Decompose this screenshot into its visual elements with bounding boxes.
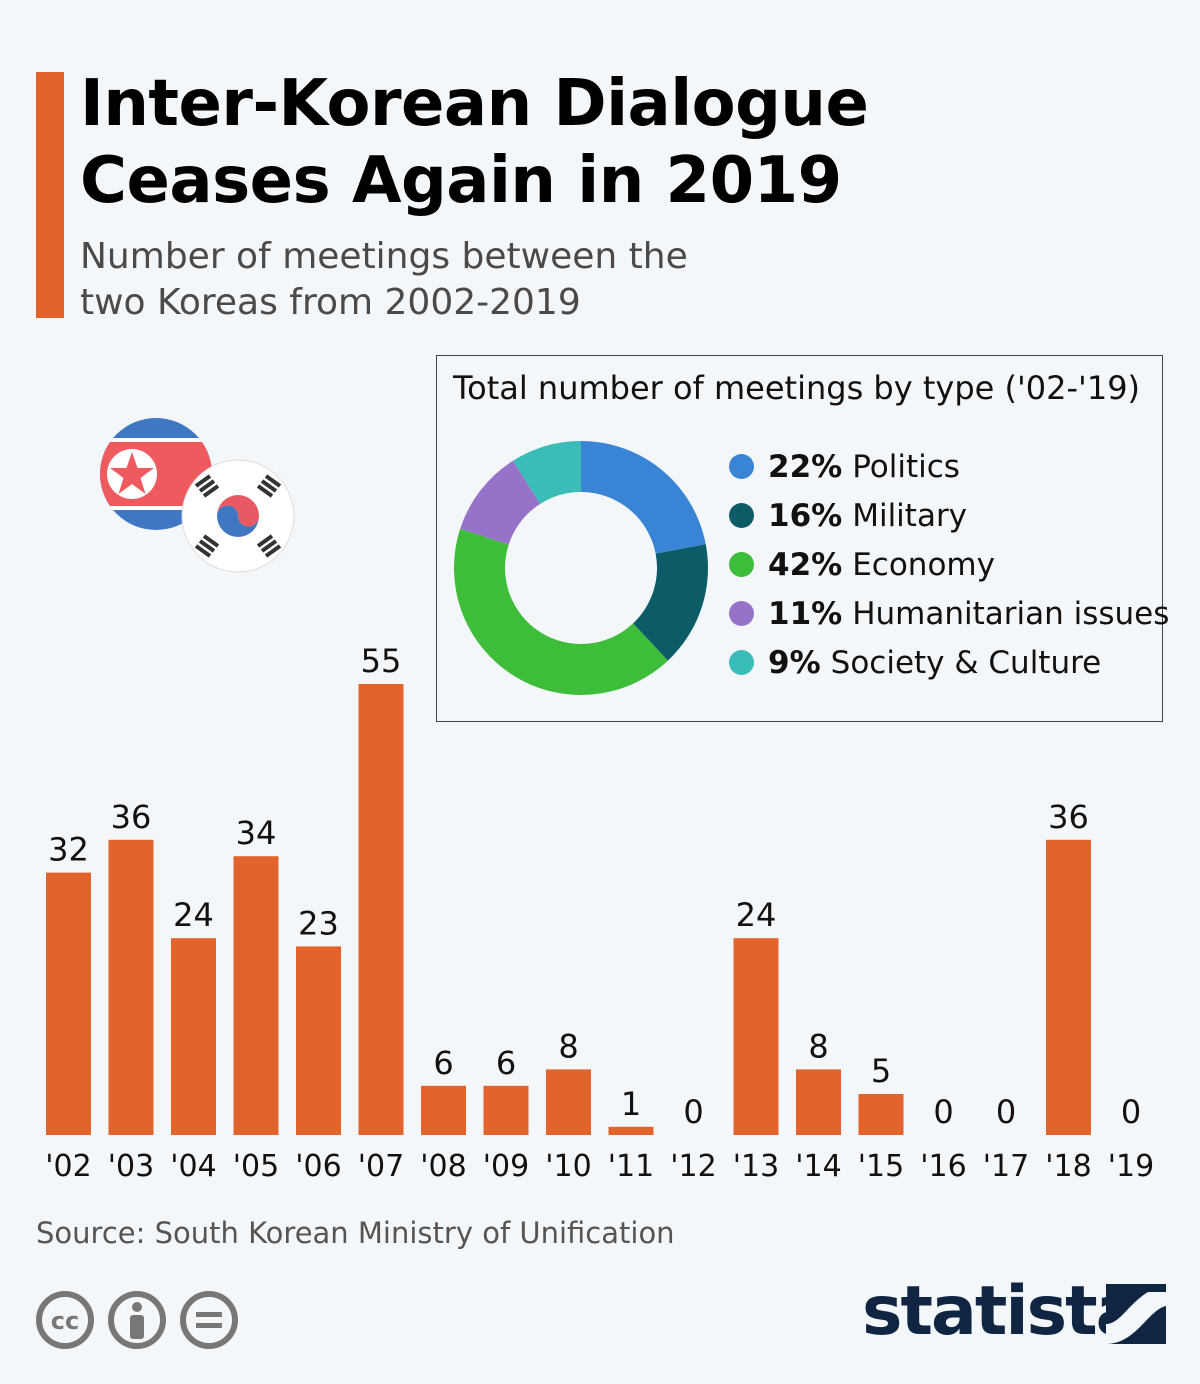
source-note: Source: South Korean Ministry of Unifica… — [36, 1216, 675, 1250]
bar-value-label: 36 — [1048, 798, 1089, 836]
statista-logo-text: statista — [862, 1272, 1142, 1351]
x-tick-label: '17 — [983, 1149, 1029, 1184]
svg-text:cc: cc — [51, 1307, 79, 1335]
x-tick-label: '19 — [1108, 1149, 1154, 1184]
bar-value-label: 1 — [621, 1085, 641, 1123]
bar-value-label: 32 — [48, 831, 89, 869]
legend-swatch — [729, 601, 754, 626]
legend-item: 42% Economy — [729, 540, 1169, 589]
legend-swatch — [729, 503, 754, 528]
page-title: Inter-Korean Dialogue Ceases Again in 20… — [80, 66, 1080, 220]
bar-value-label: 8 — [558, 1027, 578, 1065]
legend-swatch — [729, 552, 754, 577]
bar-09 — [483, 1085, 529, 1135]
bar-value-label: 0 — [683, 1093, 703, 1131]
legend-label: Politics — [852, 448, 960, 485]
legend-percent: 9% — [768, 644, 821, 681]
legend-percent: 22% — [768, 448, 843, 485]
legend: 22% Politics 16% Military 42% Economy 11% Human… — [729, 442, 1169, 687]
bar-value-label: 34 — [236, 814, 277, 852]
meetings-by-type-panel: Total number of meetings by type ('02-'1… — [436, 355, 1169, 722]
statista-logo: statista — [862, 1272, 1167, 1352]
nd-icon — [180, 1291, 238, 1349]
legend-item: 22% Politics — [729, 442, 1169, 491]
bar-04 — [171, 938, 216, 1135]
x-tick-label: '10 — [545, 1149, 591, 1184]
bar-10 — [546, 1069, 591, 1135]
legend-percent: 42% — [768, 546, 843, 583]
legend-swatch — [729, 454, 754, 479]
bar-02 — [46, 872, 91, 1135]
bar-14 — [796, 1069, 841, 1135]
title-line-2: Ceases Again in 2019 — [80, 144, 842, 218]
bar-06 — [296, 946, 341, 1135]
bar-value-label: 36 — [111, 798, 152, 836]
legend-item: 9% Society & Culture — [729, 638, 1169, 687]
donut-slice-society-culture — [512, 441, 581, 504]
bar-15 — [858, 1094, 904, 1135]
donut-slice-humanitarian-issues — [460, 460, 541, 545]
bar-05 — [233, 856, 279, 1135]
donut-slice-military — [633, 544, 708, 661]
x-tick-label: '09 — [483, 1149, 529, 1184]
x-tick-label: '07 — [358, 1149, 404, 1184]
accent-bar — [36, 72, 64, 318]
subtitle-line-1: Number of meetings between the — [80, 236, 688, 277]
bar-value-label: 24 — [736, 896, 777, 934]
x-tick-label: '03 — [108, 1149, 154, 1184]
legend-label: Military — [852, 497, 968, 534]
bar-value-label: 0 — [933, 1093, 953, 1131]
donut-slice-politics — [581, 441, 706, 554]
legend-label: Economy — [852, 546, 995, 583]
donut-chart — [454, 441, 708, 695]
bar-value-label: 24 — [173, 896, 214, 934]
legend-item: 16% Military — [729, 491, 1169, 540]
title-line-1: Inter-Korean Dialogue — [80, 67, 869, 141]
bar-07 — [358, 684, 404, 1135]
legend-percent: 16% — [768, 497, 843, 534]
legend-swatch — [729, 650, 754, 675]
cc-icon: cc — [36, 1291, 94, 1349]
x-tick-label: '04 — [170, 1149, 216, 1184]
bar-11 — [608, 1126, 654, 1135]
subtitle-line-2: two Koreas from 2002-2019 — [80, 282, 581, 323]
x-tick-label: '16 — [920, 1149, 966, 1184]
bar-value-label: 0 — [1121, 1093, 1141, 1131]
legend-label: Humanitarian issues — [852, 595, 1170, 632]
x-tick-label: '05 — [233, 1149, 279, 1184]
bar-value-label: 55 — [361, 642, 402, 680]
x-tick-label: '08 — [420, 1149, 466, 1184]
subtitle: Number of meetings between the two Korea… — [80, 234, 800, 326]
x-tick-label: '18 — [1045, 1149, 1091, 1184]
x-tick-label: '06 — [295, 1149, 341, 1184]
x-tick-label: '02 — [45, 1149, 91, 1184]
legend-label: Society & Culture — [830, 644, 1102, 681]
bar-13 — [733, 938, 779, 1135]
bar-value-label: 0 — [996, 1093, 1016, 1131]
x-tick-label: '15 — [858, 1149, 904, 1184]
bar-value-label: 6 — [496, 1044, 516, 1082]
license-icons: cc — [36, 1291, 238, 1349]
by-icon — [108, 1291, 166, 1349]
donut-slice-economy — [454, 528, 668, 695]
legend-percent: 11% — [768, 595, 843, 632]
bar-08 — [421, 1085, 466, 1135]
south-korea-flag-icon — [182, 460, 294, 572]
statista-mark-icon — [1106, 1284, 1166, 1344]
korean-flags-icon — [100, 418, 295, 573]
x-tick-label: '14 — [795, 1149, 841, 1184]
x-tick-label: '12 — [670, 1149, 716, 1184]
bar-value-label: 23 — [298, 904, 339, 942]
bar-03 — [108, 839, 154, 1135]
bar-18 — [1046, 839, 1091, 1135]
x-tick-label: '13 — [733, 1149, 779, 1184]
legend-item: 11% Humanitarian issues — [729, 589, 1169, 638]
x-tick-label: '11 — [608, 1149, 654, 1184]
bar-value-label: 6 — [433, 1044, 453, 1082]
bar-value-label: 5 — [871, 1052, 891, 1090]
bar-value-label: 8 — [808, 1027, 828, 1065]
inset-title: Total number of meetings by type ('02-'1… — [453, 369, 1141, 407]
